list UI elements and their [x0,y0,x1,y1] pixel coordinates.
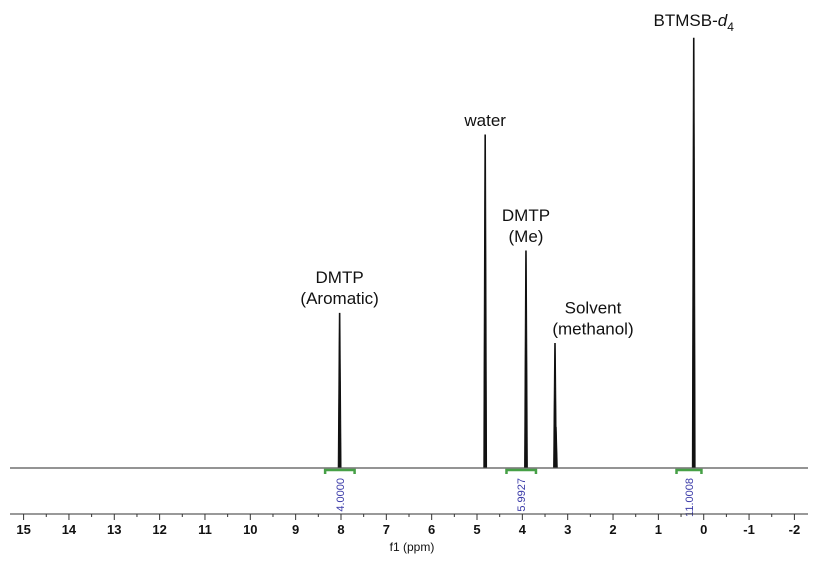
peak-label: (Aromatic) [300,289,378,308]
peak-label: (methanol) [552,319,633,338]
integral-value: 4.0000 [335,478,347,512]
x-tick-label: 0 [700,522,707,537]
integrals-layer: 4.0000 5.9927 11.0008 [323,468,703,517]
integral-bracket [505,468,538,474]
x-tick-label: 2 [609,522,616,537]
x-tick-label: -1 [743,522,755,537]
x-tick-label: 15 [16,522,30,537]
integral-bracket [323,468,356,474]
reference-peak-label: BTMSB-d4 [654,11,735,34]
x-tick-label: 9 [292,522,299,537]
x-tick-label: -2 [789,522,801,537]
peak-labels-layer: DMTP (Aromatic) water DMTP (Me) Solvent (metha… [300,11,734,338]
integral-value: 11.0008 [684,478,696,517]
x-axis-label: f1 (ppm) [390,540,435,554]
x-tick-label: 10 [243,522,257,537]
x-tick-label: 3 [564,522,571,537]
x-tick-label: 12 [152,522,166,537]
x-tick-label: 14 [62,522,77,537]
peak-label: Solvent [565,298,622,317]
integral-bracket [675,468,703,474]
peak-label: DMTP [502,206,550,225]
peaks-layer [337,37,696,469]
peak-label: (Me) [509,227,544,246]
x-axis-ticks: 15 14 13 12 11 10 9 8 7 6 5 4 3 2 1 0 -1 -2 [16,514,800,537]
x-tick-label: 7 [383,522,390,537]
x-tick-label: 5 [473,522,480,537]
x-tick-label: 8 [337,522,344,537]
peak-mark [524,250,528,469]
x-tick-label: 11 [198,522,212,537]
peak-label: DMTP [316,268,364,287]
x-tick-label: 6 [428,522,435,537]
integral-value: 5.9927 [516,478,528,512]
peak-label: water [463,111,506,130]
peak-mark [483,134,488,469]
x-tick-label: 4 [519,522,527,537]
x-tick-label: 13 [107,522,121,537]
peak-mark [337,312,342,469]
x-tick-label: 1 [655,522,662,537]
peak-mark [691,37,696,469]
